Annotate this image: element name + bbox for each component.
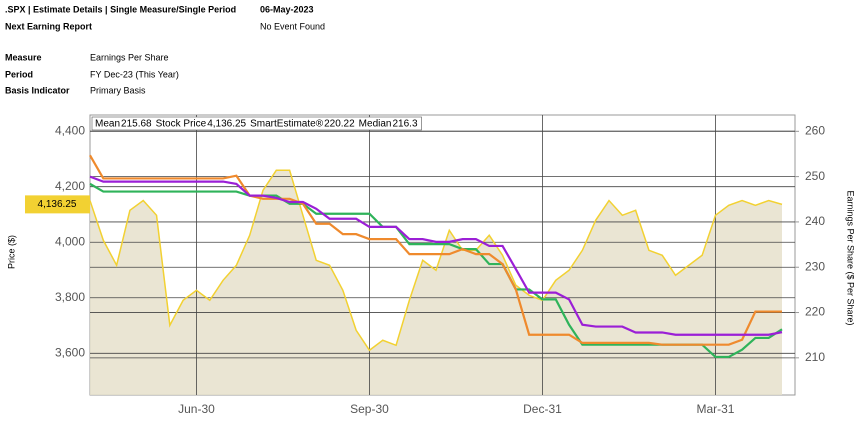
title: .SPX | Estimate Details | Single Measure… [5, 4, 236, 14]
y-tick-label: 4,000 [55, 234, 85, 248]
series-line [89, 154, 782, 346]
series-line [89, 169, 783, 352]
current-price-label: 4,136.25 [38, 199, 77, 210]
y-tick-label: 3,800 [55, 290, 85, 304]
legend-box [91, 116, 422, 131]
y2-axis-title: Earnings Per Share ($ Per Share) [846, 190, 856, 325]
x-tick-label: Mar-31 [696, 402, 734, 416]
field-value: Primary Basis [90, 85, 146, 95]
legend-value: 220.22 [324, 119, 355, 130]
x-tick-label: Jun-30 [178, 402, 215, 416]
legend-value: 216.3 [392, 119, 417, 130]
x-tick-label: Sep-30 [350, 402, 389, 416]
date: 06-May-2023 [260, 4, 314, 14]
series-line [89, 175, 783, 336]
field-label: Measure [5, 52, 42, 62]
legend-value: 4,136.25 [207, 119, 246, 130]
y2-tick-label: 230 [805, 259, 825, 273]
y2-tick-label: 250 [805, 169, 825, 183]
y-axis-title: Price ($) [6, 235, 16, 269]
field-value: FY Dec-23 (This Year) [90, 69, 179, 79]
legend-label: Mean [95, 119, 120, 130]
y2-tick-label: 260 [805, 123, 825, 137]
legend-label: SmartEstimate® [250, 119, 324, 130]
price-area [90, 170, 782, 395]
next-earning-label: Next Earning Report [5, 21, 92, 31]
field-label: Basis Indicator [5, 85, 70, 95]
next-earning-value: No Event Found [260, 21, 325, 31]
legend-value: 215.68 [121, 119, 152, 130]
y2-tick-label: 210 [805, 350, 825, 364]
field-value: Earnings Per Share [90, 52, 169, 62]
x-tick-label: Dec-31 [523, 402, 562, 416]
y-tick-label: 3,600 [55, 346, 85, 360]
y2-tick-label: 240 [805, 214, 825, 228]
legend-label: Median [359, 119, 392, 130]
field-label: Period [5, 69, 33, 79]
legend-label: Stock Price [156, 119, 207, 130]
y-tick-label: 4,400 [55, 123, 85, 137]
y-tick-label: 4,200 [55, 179, 85, 193]
current-price-flag [25, 195, 90, 214]
y2-tick-label: 220 [805, 305, 825, 319]
